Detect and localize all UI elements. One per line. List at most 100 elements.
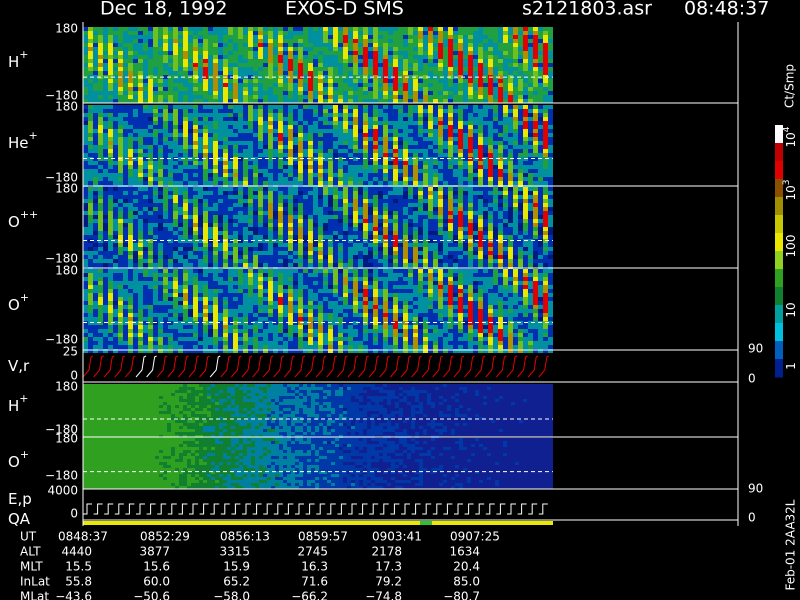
pixel [443,169,448,173]
pixel [533,169,538,173]
pixel [383,63,388,67]
pixel [383,149,388,153]
pixel [318,31,323,35]
pixel [308,219,313,223]
pixel [508,27,513,31]
pixel [498,149,503,153]
pixel [498,165,503,169]
pixel [188,169,193,173]
pixel [423,109,428,113]
pixel [518,165,523,169]
pixel [88,177,93,181]
pixel [453,145,458,149]
pixel [328,199,333,203]
pixel [323,31,328,35]
pixel [453,67,458,71]
pixel [498,43,503,47]
pixel [213,259,218,263]
pixel [473,27,478,31]
pixel [503,95,508,99]
pixel [323,235,328,239]
pixel [318,125,323,129]
pixel [453,117,458,121]
pixel [143,145,148,149]
pixel [483,181,488,185]
pixel [333,39,338,43]
pixel [193,247,198,251]
pixel [523,173,528,177]
pixel [288,227,293,231]
pixel [468,177,473,181]
pixel [238,59,243,63]
pixel [243,149,248,153]
pixel [393,63,398,67]
pixel [163,113,168,117]
pixel [228,223,233,227]
pixel [133,173,138,177]
pixel [113,39,118,43]
pixel [228,211,233,215]
pixel [198,187,203,191]
pixel [258,67,263,71]
pixel [183,121,188,125]
pixel [498,59,503,63]
pixel [293,39,298,43]
pixel [178,227,183,231]
pixel [303,47,308,51]
pixel [148,117,153,121]
pixel [453,161,458,165]
pixel [123,133,128,137]
pixel [363,31,368,35]
pixel [353,187,358,191]
pixel [243,169,248,173]
pixel [483,51,488,55]
pixel [348,35,353,39]
pixel [258,27,263,31]
pixel [233,259,238,263]
pixel [273,121,278,125]
pixel [153,91,158,95]
pixel [408,59,413,63]
pixel [458,83,463,87]
pixel [253,51,258,55]
pixel [158,187,163,191]
pixel [413,35,418,39]
pixel [388,149,393,153]
pixel [193,51,198,55]
pixel [163,43,168,47]
pixel [488,51,493,55]
pixel [188,247,193,251]
pixel [343,211,348,215]
pixel [248,99,253,103]
pixel [453,149,458,153]
pixel [268,145,273,149]
pixel [548,105,553,109]
pixel [168,43,173,47]
pixel [538,31,543,35]
pixel [103,243,108,247]
pixel [468,27,473,31]
pixel [93,211,98,215]
pixel [133,63,138,67]
pixel [128,191,133,195]
pixel [88,211,93,215]
pixel [373,195,378,199]
pixel [293,43,298,47]
pixel [283,99,288,103]
pixel [183,165,188,169]
pixel [223,161,228,165]
pixel [363,157,368,161]
pixel [493,125,498,129]
pixel [128,59,133,63]
pixel [518,59,523,63]
pixel [293,215,298,219]
pixel [373,105,378,109]
pixel [333,113,338,117]
pixel [178,133,183,137]
pixel [183,211,188,215]
pixel [198,235,203,239]
pixel [228,231,233,235]
pixel [473,109,478,113]
pixel [548,91,553,95]
pixel [383,161,388,165]
